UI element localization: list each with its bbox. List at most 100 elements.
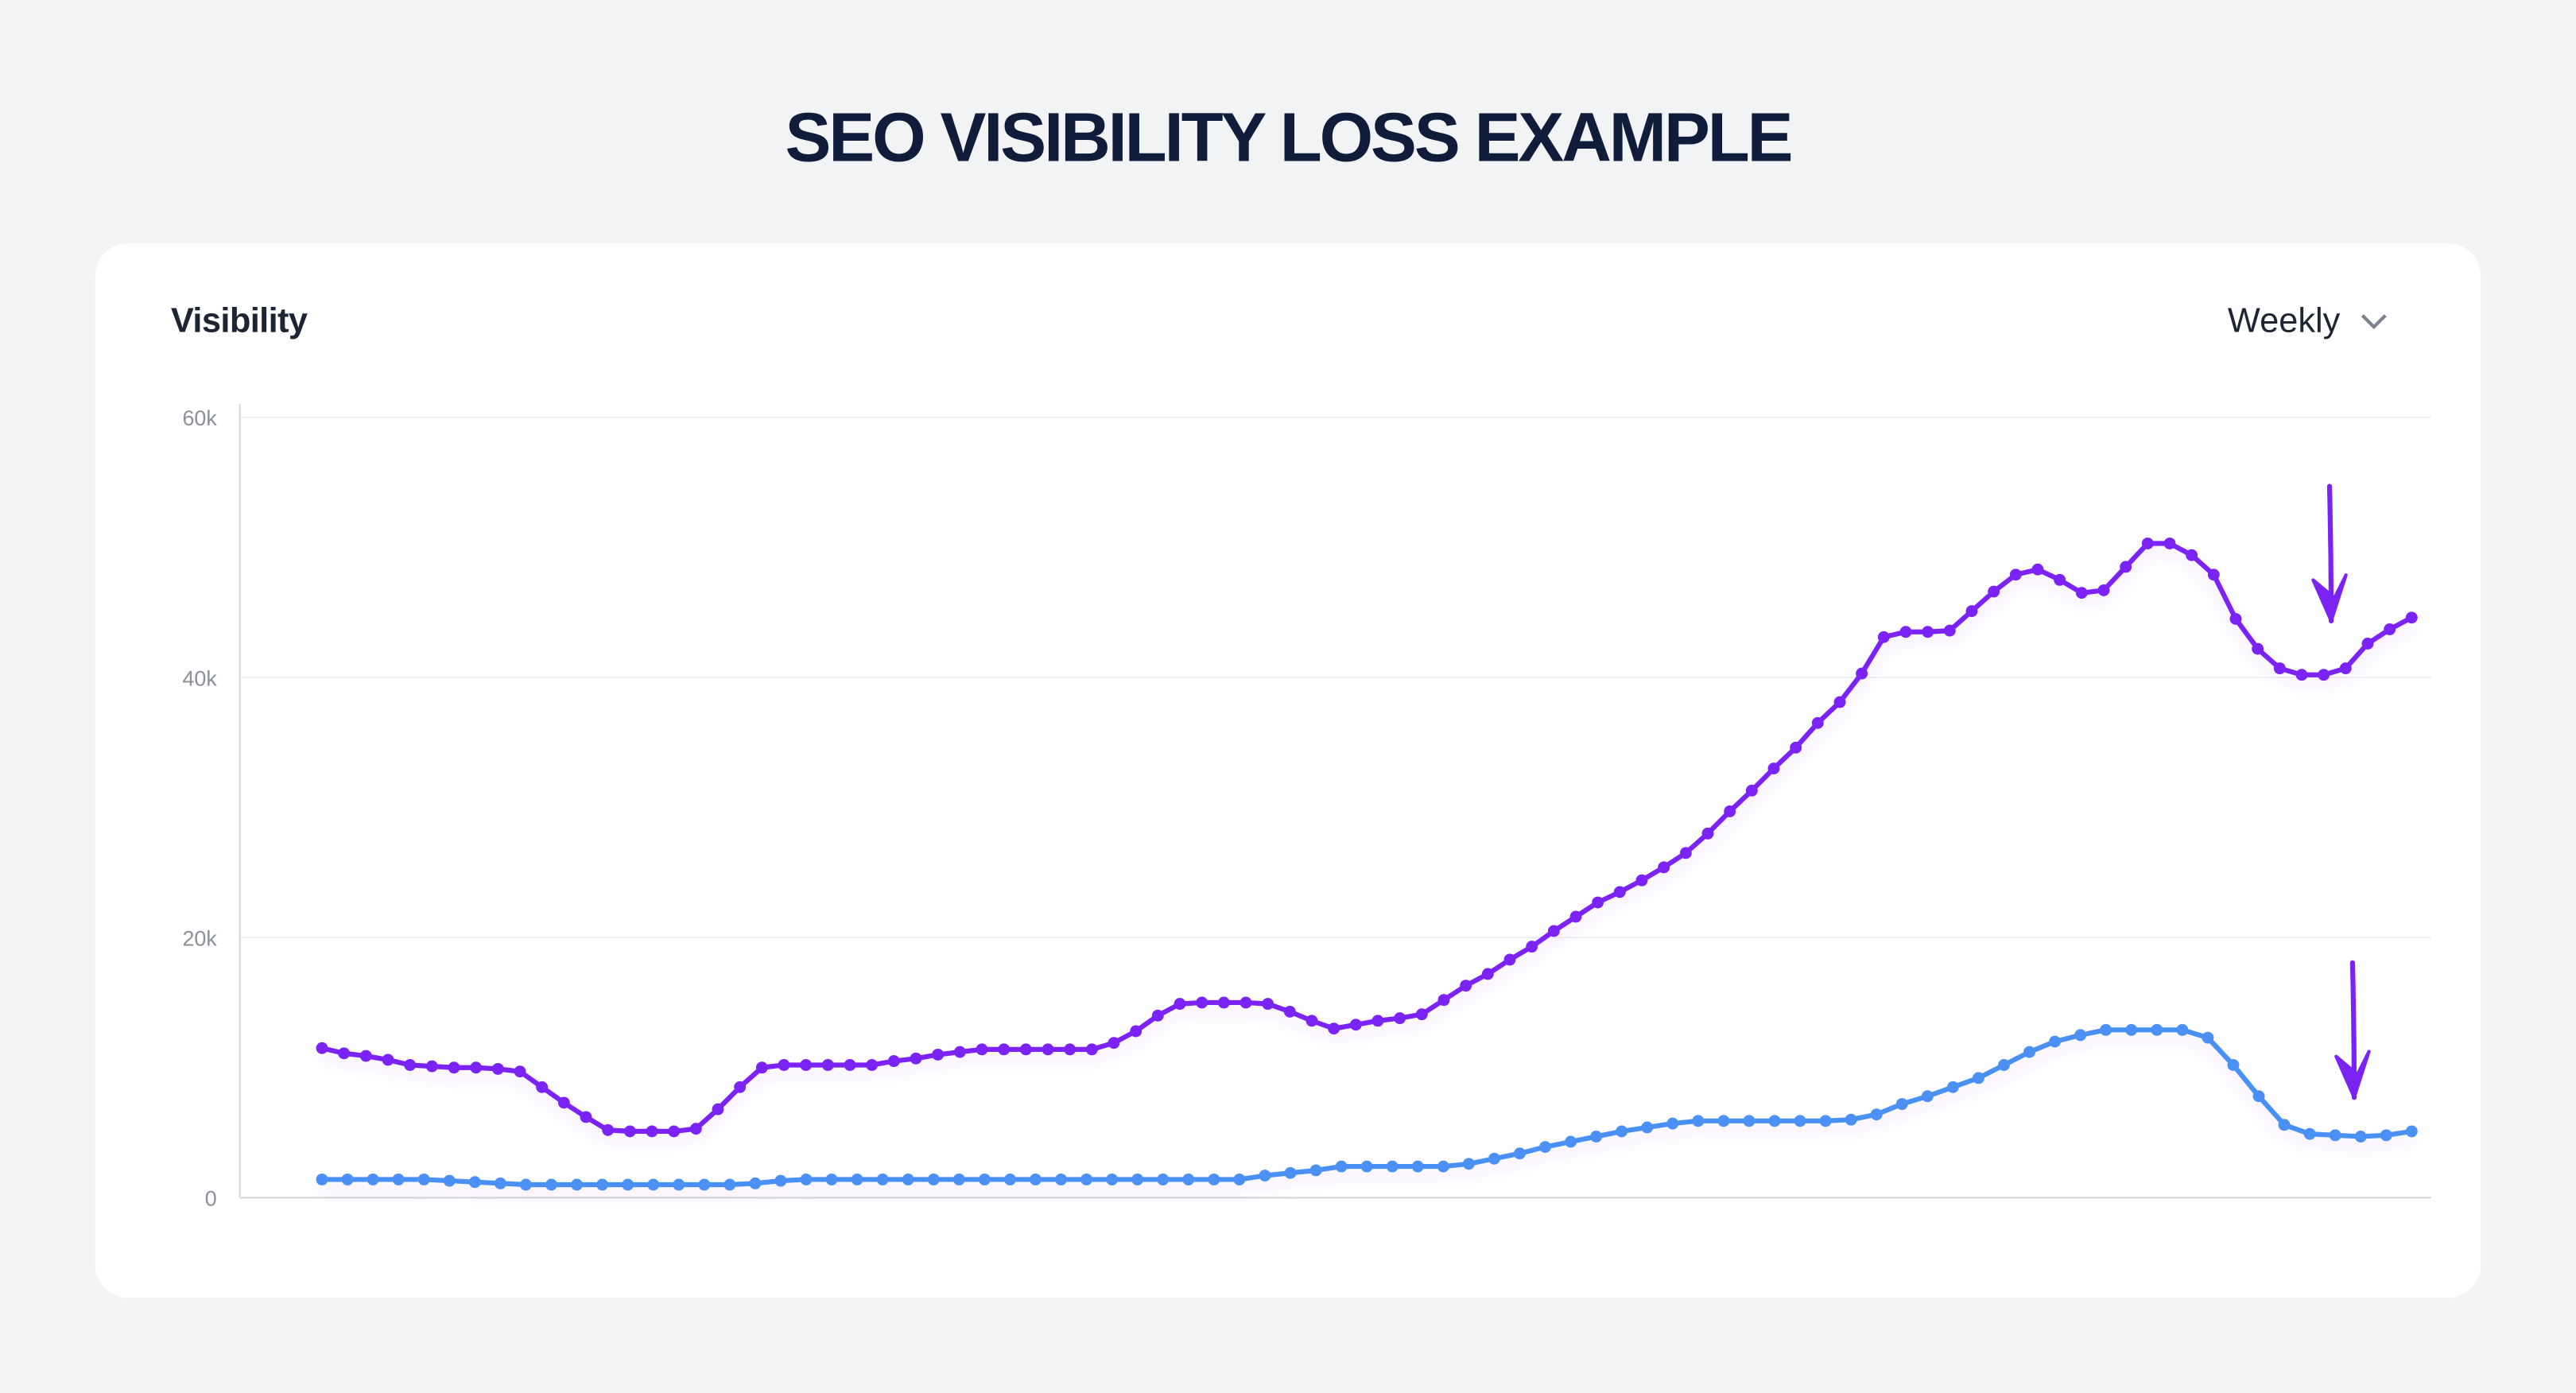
series-2-point [1055, 1173, 1067, 1185]
series-2-point [1870, 1108, 1883, 1121]
series-2-point [1080, 1173, 1093, 1185]
series-1-point [1130, 1025, 1143, 1038]
series-1-point [2229, 612, 2242, 625]
series-2-point [1360, 1160, 1373, 1173]
series-2-point [468, 1176, 481, 1189]
series-2-point [1921, 1090, 1934, 1103]
series-2-point [673, 1178, 685, 1191]
series-1-point [1042, 1043, 1054, 1056]
series-1-point [2339, 662, 2352, 674]
series-2-point [2023, 1046, 2035, 1058]
series-1-point [425, 1060, 438, 1073]
series-1-point [1305, 1015, 1318, 1027]
series-1-point [689, 1123, 702, 1135]
series-1-point [712, 1103, 724, 1116]
series-2-point [1284, 1166, 1297, 1179]
series-1-point [1526, 941, 1538, 953]
series-1-point [953, 1046, 966, 1058]
series-1-point [1415, 1008, 1428, 1021]
series-2-point [2100, 1023, 2112, 1036]
series-2-point [1233, 1173, 1246, 1185]
series-1-point [580, 1111, 592, 1123]
series-2-point [494, 1177, 506, 1189]
series-2-point [1768, 1115, 1781, 1127]
series-2-point [1106, 1173, 1119, 1185]
series-2-point [902, 1173, 914, 1185]
series-1-point [1217, 996, 1230, 1009]
series-1-point [2097, 584, 2110, 596]
series-1-point [1547, 925, 1560, 937]
series-2-point [1743, 1115, 1755, 1127]
series-2-point [825, 1173, 838, 1185]
series-1-point [734, 1081, 747, 1093]
series-1-point [998, 1043, 1011, 1056]
period-select-value: Weekly [2227, 302, 2341, 340]
series-1-point [1701, 827, 1714, 840]
series-1-point [1856, 667, 1868, 680]
series-2-point [2202, 1031, 2214, 1044]
series-2-point [2151, 1023, 2163, 1036]
y-tick-label: 0 [205, 1187, 217, 1211]
series-1-point [2295, 669, 2308, 681]
series-1-point [910, 1052, 922, 1065]
series-2-point [1946, 1081, 1959, 1093]
series-1-point [1481, 968, 1494, 980]
series-2-point [1819, 1115, 1832, 1127]
series-1-point [800, 1059, 813, 1071]
series-2-point [2303, 1127, 2316, 1140]
series-2-point [2278, 1119, 2291, 1131]
series-1-point [2207, 568, 2220, 581]
series-1-point [470, 1061, 483, 1074]
series-2-point [622, 1178, 634, 1191]
series-2-point [724, 1178, 736, 1191]
series-2-point [1208, 1173, 1220, 1185]
series-1-point [668, 1125, 681, 1138]
series-1-point [932, 1048, 945, 1061]
period-select[interactable]: Weekly [2228, 302, 2389, 342]
series-2-point [1131, 1173, 1144, 1185]
series-1-point [2384, 623, 2396, 635]
series-1-point [1503, 953, 1516, 966]
series-1-point [2361, 638, 2374, 650]
series-1-point [491, 1062, 504, 1075]
series-2-point [1692, 1115, 1705, 1127]
series-1-line [321, 541, 2413, 1135]
series-2-point [1565, 1135, 1577, 1148]
series-1-point [1811, 716, 1824, 729]
series-2-point [647, 1178, 660, 1191]
series-2-point [1539, 1141, 1551, 1153]
series-1-point [866, 1059, 879, 1071]
series-2-point [1998, 1059, 2010, 1071]
series-1-point [1262, 998, 1274, 1011]
series-2-point [2329, 1129, 2341, 1142]
series-1-point [2252, 642, 2264, 655]
series-2-point [1616, 1125, 1628, 1138]
series-1-point [1569, 910, 1582, 923]
series-2-point [1437, 1160, 1449, 1173]
series-2-point [1309, 1164, 1322, 1177]
series-1-point [1394, 1012, 1406, 1025]
series-2-point [1717, 1115, 1730, 1127]
series-1-point [404, 1059, 417, 1071]
series-2-point [952, 1173, 965, 1185]
series-2-point [851, 1173, 863, 1185]
chevron-down-icon [2361, 314, 2388, 330]
series-2-point [1590, 1131, 1603, 1143]
series-2-point [545, 1178, 557, 1191]
series-1-point [1679, 847, 1692, 859]
series-1-point [1064, 1043, 1077, 1056]
series-2-point [698, 1178, 711, 1191]
series-1-point [2405, 611, 2418, 624]
series-1-point [1085, 1043, 1098, 1056]
series-2-point [316, 1173, 328, 1185]
series-2-point [1488, 1152, 1500, 1165]
series-1-point [1592, 896, 1604, 909]
series-2-point [2354, 1131, 2367, 1143]
series-2-point [443, 1174, 456, 1187]
series-2-point [2380, 1129, 2392, 1142]
card-title: Visibility [170, 302, 308, 340]
chart-card: Visibility Weekly [95, 243, 2481, 1298]
series-1-point [1943, 624, 1956, 637]
series-2-point [2125, 1023, 2138, 1036]
series-1-point [514, 1065, 526, 1078]
